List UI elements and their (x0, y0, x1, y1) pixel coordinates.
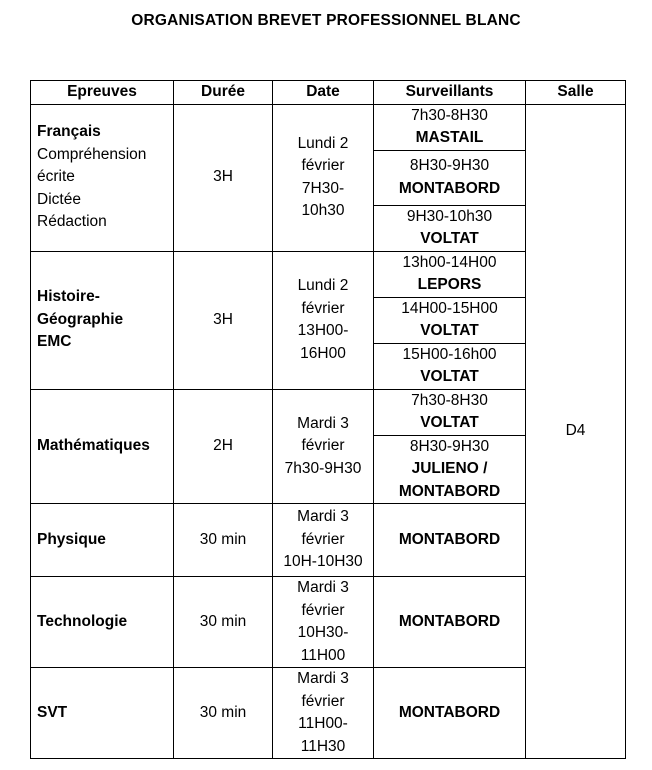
table-row: Histoire- Géographie EMC 3H Lundi 2 févr… (30, 250, 626, 390)
surveillant-slot: MONTABORD (373, 503, 526, 577)
slot-name: MASTAIL (415, 129, 484, 146)
epreuve-cell: Physique (30, 503, 174, 577)
surveillant-slot: 8H30-9H30 JULIENO / MONTABORD (373, 434, 526, 504)
slot-name: VOLTAT (420, 368, 479, 385)
date-cell: Lundi 2 février 7H30- 10h30 (272, 103, 374, 252)
exam-schedule-table: Epreuves Durée Date Surveillants Salle F… (30, 80, 626, 759)
slot-time: 13h00-14H00 (402, 253, 497, 271)
epreuve-name: Mathématiques (37, 437, 150, 454)
surveillant-slot: 13h00-14H00 LEPORS (373, 250, 526, 298)
surveillant-slot: 14H00-15H00 VOLTAT (373, 296, 526, 344)
surveillant-slot: MONTABORD (373, 667, 526, 759)
slot-time: 7h30-8H30 (411, 106, 488, 124)
document-title: ORGANISATION BREVET PROFESSIONNEL BLANC (131, 12, 521, 29)
epreuve-name: Physique (37, 530, 106, 548)
slot-time: 8H30-9H30 (409, 157, 490, 174)
surveillant-slot: 8H30-9H30 MONTABORD (373, 149, 526, 206)
epreuve-name: Technologie (37, 612, 128, 630)
table-row: SVT 30 min Mardi 3 février 11H00- 11H30 … (30, 667, 626, 759)
header-date: Date (272, 80, 374, 105)
epreuve-cell: Histoire- Géographie EMC (30, 250, 174, 390)
duree-cell: 3H (173, 250, 273, 390)
header-epreuves: Epreuves (30, 80, 174, 105)
header-salle: Salle (525, 80, 626, 105)
date-cell: Mardi 3 février 10H30- 11H00 (272, 576, 374, 668)
slot-time: 8H30-9H30 (409, 437, 490, 455)
table-row: Français Compréhension écrite Dictée Réd… (30, 103, 626, 759)
salle-cell: D4 (525, 103, 626, 759)
slot-name: JULIENO / MONTABORD (398, 460, 501, 500)
date-cell: Mardi 3 février 7h30-9H30 (272, 388, 374, 504)
date-cell: Lundi 2 février 13H00- 16H00 (272, 250, 374, 390)
epreuve-cell: Français Compréhension écrite Dictée Réd… (30, 103, 174, 252)
slot-time: 9H30-10h30 (406, 207, 493, 225)
slot-name: LEPORS (417, 276, 482, 293)
duree-cell: 30 min (173, 576, 273, 668)
surveillant-slot: MONTABORD (373, 576, 526, 668)
duree-cell: 2H (173, 388, 273, 504)
header-surveillants: Surveillants (373, 80, 526, 105)
date-cell: Mardi 3 février 11H00- 11H30 (272, 667, 374, 759)
slot-time: 15H00-16h00 (402, 345, 497, 363)
surveillant-slot: 15H00-16h00 VOLTAT (373, 342, 526, 390)
epreuve-cell: Mathématiques (30, 388, 174, 504)
date-cell: Mardi 3 février 10H-10H30 (272, 503, 374, 577)
slot-time: 7h30-8H30 (411, 391, 488, 409)
slot-name: VOLTAT (420, 230, 479, 247)
epreuve-name: SVT (37, 703, 68, 721)
table-row: Physique 30 min Mardi 3 février 10H-10H3… (30, 503, 626, 577)
table-row: Technologie 30 min Mardi 3 février 10H30… (30, 576, 626, 668)
epreuve-details: Compréhension écrite Dictée Rédaction (37, 145, 147, 231)
slot-time: 14H00-15H00 (401, 299, 498, 317)
slot-name: MONTABORD (398, 179, 501, 197)
slot-name: VOLTAT (420, 322, 479, 339)
duree-cell: 30 min (173, 667, 273, 759)
slot-name: MONTABORD (398, 612, 501, 630)
surveillant-slot: 7h30-8H30 MASTAIL (373, 103, 526, 151)
epreuve-cell: Technologie (30, 576, 174, 668)
epreuve-name: Histoire- Géographie EMC (37, 288, 124, 351)
header-duree: Durée (173, 80, 273, 105)
slot-name: VOLTAT (420, 414, 479, 431)
duree-cell: 3H (173, 103, 273, 252)
epreuve-name: Français (37, 123, 101, 141)
epreuve-cell: SVT (30, 667, 174, 759)
header-row: Epreuves Durée Date Surveillants Salle (30, 80, 626, 105)
surveillant-slot: 9H30-10h30 VOLTAT (373, 204, 526, 252)
duree-cell: 30 min (173, 503, 273, 577)
surveillant-slot: 7h30-8H30 VOLTAT (373, 388, 526, 436)
slot-name: MONTABORD (398, 530, 501, 548)
slot-name: MONTABORD (398, 703, 501, 721)
